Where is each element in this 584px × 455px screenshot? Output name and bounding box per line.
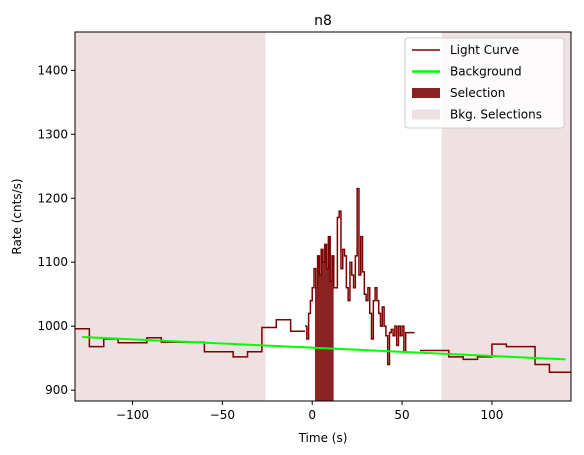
y-tick-label: 1100 (37, 255, 68, 269)
legend: Light Curve Background Selection Bkg. Selec… (404, 37, 565, 129)
light-curve-burst (305, 187, 415, 366)
x-tick-label: 50 (394, 408, 409, 422)
y-tick-label: 1000 (37, 319, 68, 333)
legend-label-0: Light Curve (450, 43, 519, 57)
y-tick-label: 1200 (37, 191, 68, 205)
legend-swatch-3 (412, 109, 440, 120)
legend-label-1: Background (450, 65, 522, 79)
y-tick-label: 1300 (37, 127, 68, 141)
y-tick-label: 1400 (37, 63, 68, 77)
legend-label-3: Bkg. Selections (450, 108, 542, 122)
x-tick-label: −50 (210, 408, 235, 422)
y-axis-label: Rate (cnts/s) (10, 178, 24, 254)
legend-box (404, 37, 565, 129)
y-axis-ticks: 900 1000 1100 1200 1300 1400 (37, 63, 75, 397)
x-tick-label: −100 (116, 408, 149, 422)
selection-region (314, 236, 334, 401)
background-fit-layer (82, 336, 566, 361)
y-tick-label: 900 (45, 383, 68, 397)
legend-swatch-2 (412, 88, 440, 98)
x-tick-label: 0 (308, 408, 316, 422)
background-line (82, 336, 566, 361)
x-axis-label: Time (s) (298, 431, 348, 445)
chart-title: n8 (314, 13, 332, 29)
light-curve-post (420, 343, 571, 373)
legend-label-2: Selection (450, 86, 505, 100)
x-tick-label: 100 (480, 408, 503, 422)
plot-frame (74, 31, 572, 402)
selection-layer (314, 236, 334, 401)
x-axis-ticks: −100 −50 0 50 100 (116, 401, 503, 422)
